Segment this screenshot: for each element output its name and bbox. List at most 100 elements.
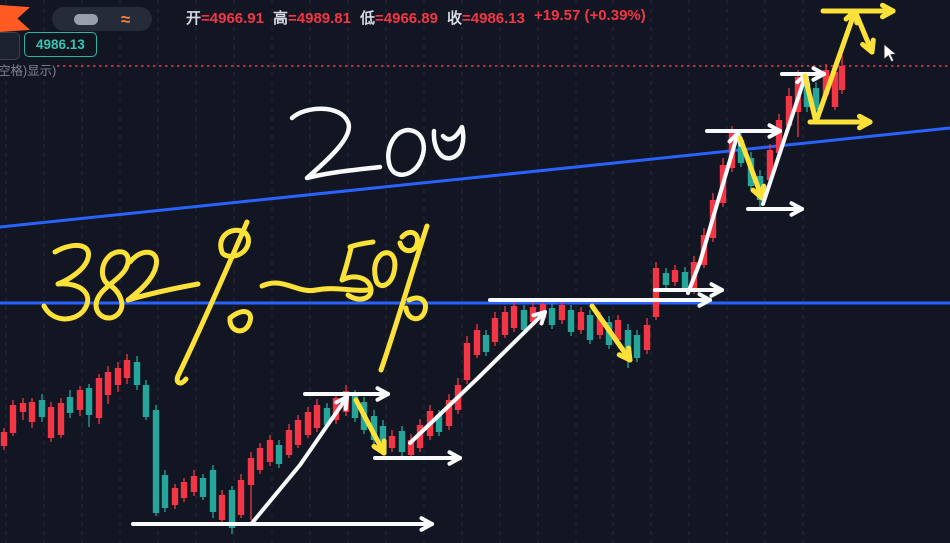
candle-body [28, 402, 36, 422]
projection-low-level[interactable] [807, 113, 873, 131]
candle-body [76, 390, 84, 410]
shelf-arrow-5[interactable] [780, 66, 826, 82]
shelf-arrow-2[interactable] [303, 386, 390, 402]
pullback-arrow-2[interactable] [589, 303, 633, 363]
drawing-tool-icon[interactable] [73, 13, 98, 25]
candle-body [104, 372, 112, 395]
pullback-arrow-1[interactable] [353, 397, 387, 456]
candle [491, 312, 499, 346]
shelf-arrow-1[interactable] [373, 450, 462, 466]
candle-body [180, 482, 188, 498]
trendlines[interactable] [0, 126, 950, 305]
candle-body [435, 415, 443, 432]
candle-body [38, 400, 46, 417]
candle [199, 474, 207, 500]
level-arrow[interactable] [488, 292, 712, 308]
candle-body [171, 488, 179, 505]
pullback-arrow-3[interactable] [737, 135, 767, 201]
candle-body [161, 475, 169, 508]
handwriting-stroke [125, 249, 201, 303]
pullback-arrow-3-line [737, 135, 765, 201]
last-price-tag[interactable]: 4986.13 [24, 32, 97, 57]
arrowhead [334, 395, 349, 405]
candle [161, 470, 169, 512]
rising-trendline[interactable] [0, 126, 950, 229]
candle-body [313, 405, 321, 428]
candle-body [520, 310, 528, 330]
candle-body [662, 273, 670, 285]
projection-top-level[interactable] [820, 2, 896, 20]
handwritten-382%~50% [41, 219, 430, 386]
candle [76, 386, 84, 416]
candle-body [831, 72, 839, 107]
handwriting-stroke [386, 127, 426, 177]
candle-body [266, 440, 274, 462]
arrowhead [419, 516, 434, 526]
candle [66, 390, 74, 418]
candle-body [152, 410, 160, 513]
candle-body [398, 431, 406, 452]
handwriting-stroke [372, 250, 398, 289]
candle [247, 452, 255, 520]
candle-body [218, 495, 226, 520]
candle-body [85, 388, 93, 415]
candle [633, 330, 641, 362]
candle [838, 55, 846, 94]
candle-body [838, 66, 846, 90]
arrowhead [869, 37, 876, 55]
candle-body [275, 445, 283, 464]
candle-body [491, 318, 499, 342]
rally-arrow-1-line [250, 395, 349, 525]
candle-body [577, 312, 585, 330]
candle-body [652, 268, 660, 317]
candle-body [822, 70, 830, 95]
candle-body [285, 430, 293, 455]
candle [548, 303, 556, 329]
candle-body [228, 490, 236, 528]
candle-body [294, 420, 302, 445]
toolbar-pill[interactable]: ≈ [52, 7, 152, 31]
hand-drawn-annotations[interactable] [41, 2, 896, 532]
candle [133, 356, 141, 390]
handwriting-stroke [93, 249, 131, 321]
partial-toolbar-box[interactable] [0, 32, 20, 60]
candle-body [190, 476, 198, 492]
candle-body [558, 305, 566, 320]
approx-icon[interactable]: ≈ [120, 9, 131, 29]
candle-body [123, 360, 131, 378]
candle [662, 268, 670, 290]
arrowhead [375, 386, 390, 396]
handwritten-200 [289, 106, 466, 181]
candle [643, 318, 651, 354]
arrowhead [626, 345, 633, 363]
rally-arrow-1[interactable] [250, 395, 349, 525]
candle-body [473, 330, 481, 355]
candle [38, 394, 46, 422]
candle [332, 392, 340, 424]
candle [152, 405, 160, 516]
candle-body [351, 395, 359, 418]
candle-body [567, 310, 575, 332]
candle-body [95, 378, 103, 418]
candle [463, 336, 471, 384]
shelf-arrow-3[interactable] [705, 123, 782, 139]
pullback-arrow-2-line [589, 303, 633, 363]
candle-body [586, 315, 594, 340]
rally-arrow-2-line [408, 310, 547, 445]
candle [57, 398, 65, 438]
candle-body [624, 330, 632, 355]
candle [294, 415, 302, 448]
candle [567, 305, 575, 336]
candle-body [643, 325, 651, 350]
shelf-arrow-4[interactable] [746, 201, 804, 217]
rally-arrow-2[interactable] [408, 310, 547, 445]
candle-body [66, 397, 74, 413]
support-line-bottom[interactable] [131, 516, 434, 532]
candle [47, 402, 55, 442]
handwriting-stroke [339, 245, 374, 302]
candle-body [114, 368, 122, 385]
projection-drop[interactable] [852, 8, 876, 55]
handwriting-stroke [378, 223, 430, 373]
